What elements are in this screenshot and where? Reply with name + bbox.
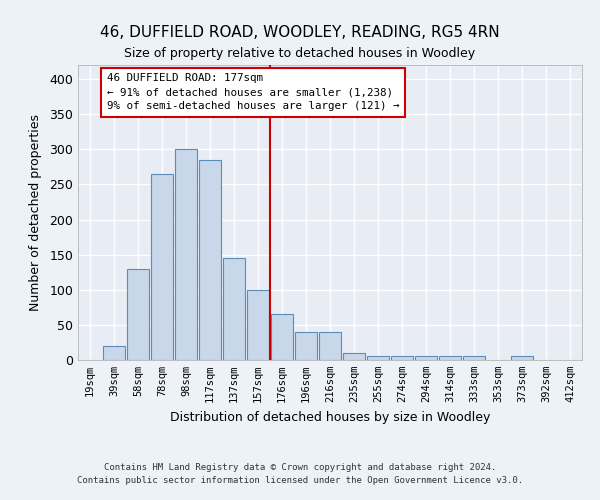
Bar <box>319 332 341 360</box>
Bar <box>367 356 389 360</box>
Bar <box>175 150 197 360</box>
Bar <box>343 353 365 360</box>
Bar <box>391 356 413 360</box>
Text: 46, DUFFIELD ROAD, WOODLEY, READING, RG5 4RN: 46, DUFFIELD ROAD, WOODLEY, READING, RG5… <box>100 25 500 40</box>
Text: 46 DUFFIELD ROAD: 177sqm
← 91% of detached houses are smaller (1,238)
9% of semi: 46 DUFFIELD ROAD: 177sqm ← 91% of detach… <box>107 74 400 112</box>
Bar <box>127 268 149 360</box>
Bar <box>247 290 269 360</box>
Bar <box>439 356 461 360</box>
Bar <box>151 174 173 360</box>
Bar <box>415 356 437 360</box>
Bar <box>271 314 293 360</box>
Bar <box>103 346 125 360</box>
Y-axis label: Number of detached properties: Number of detached properties <box>29 114 43 311</box>
X-axis label: Distribution of detached houses by size in Woodley: Distribution of detached houses by size … <box>170 410 490 424</box>
Text: Size of property relative to detached houses in Woodley: Size of property relative to detached ho… <box>124 48 476 60</box>
Bar <box>463 356 485 360</box>
Bar <box>199 160 221 360</box>
Text: Contains HM Land Registry data © Crown copyright and database right 2024.
Contai: Contains HM Land Registry data © Crown c… <box>77 463 523 485</box>
Bar <box>223 258 245 360</box>
Bar <box>295 332 317 360</box>
Bar <box>511 356 533 360</box>
